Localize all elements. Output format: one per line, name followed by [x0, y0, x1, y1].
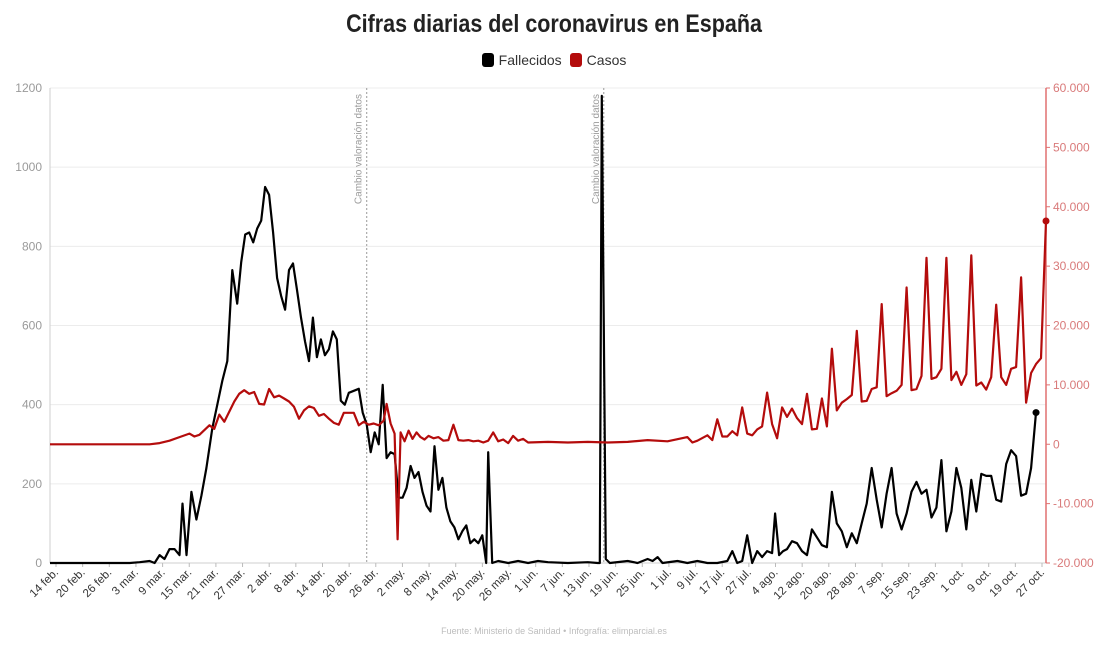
x-tick-label: 17 jul.	[697, 567, 727, 597]
x-tick-label: 1 jul.	[648, 567, 674, 593]
y-right-tick-label: 20.000	[1053, 319, 1090, 333]
y-right-tick-label: 50.000	[1053, 140, 1090, 154]
y-right-tick-label: 40.000	[1053, 200, 1090, 214]
legend-label-fallecidos: Fallecidos	[498, 52, 562, 68]
x-tick-label: 20 abr.	[321, 567, 354, 600]
x-tick-label: 20 feb.	[54, 567, 87, 600]
x-tick-label: 13 jun.	[561, 567, 594, 600]
x-tick-label: 19 jun.	[588, 567, 621, 600]
y-right-tick-label: 0	[1053, 437, 1060, 451]
series-endpoint-fallecidos	[1032, 409, 1040, 417]
series-line-casos	[50, 220, 1048, 541]
x-tick-label: 26 feb.	[81, 567, 114, 600]
y-left-tick-label: 800	[22, 239, 42, 253]
y-left-tick-label: 600	[22, 319, 42, 333]
y-left-tick-label: 400	[22, 398, 42, 412]
series-endpoint-casos	[1042, 217, 1050, 225]
y-left-tick-label: 1200	[15, 81, 42, 95]
x-tick-label: 3 mar.	[110, 567, 141, 598]
x-tick-label: 27 jul.	[724, 567, 754, 597]
chart-source: Fuente: Ministerio de Sanidad • Infograf…	[441, 626, 667, 636]
annotation-label: Cambio valoración datos	[354, 94, 365, 204]
x-tick-label: 1 jun.	[512, 567, 540, 595]
y-left-tick-label: 1000	[15, 160, 42, 174]
x-tick-label: 26 abr.	[348, 567, 381, 600]
y-right-tick-label: -10.000	[1053, 497, 1094, 511]
y-right-tick-label: 60.000	[1053, 81, 1090, 95]
y-right-tick-label: 10.000	[1053, 378, 1090, 392]
y-right-tick-label: 30.000	[1053, 259, 1090, 273]
chart-title: Cifras diarias del coronavirus en España	[346, 10, 762, 38]
annotation-label: Cambio valoración datos	[591, 94, 602, 204]
y-right-tick-label: -20.000	[1053, 556, 1094, 570]
legend-swatch-casos	[569, 53, 582, 67]
x-tick-label: 19 oct.	[988, 567, 1021, 600]
legend: Fallecidos Casos	[0, 52, 1108, 68]
legend-entry-fallecidos[interactable]: Fallecidos	[481, 52, 562, 68]
x-tick-label: 1 oct.	[939, 567, 967, 595]
y-left-tick-label: 200	[22, 477, 42, 491]
x-tick-label: 2 may.	[375, 567, 407, 599]
x-tick-label: 27 oct.	[1014, 567, 1047, 600]
x-tick-label: 14 feb.	[28, 567, 61, 600]
y-left-tick-label: 0	[35, 556, 42, 570]
legend-entry-casos[interactable]: Casos	[569, 52, 627, 68]
x-tick-label: 25 jun.	[614, 567, 647, 600]
x-tick-label: 2 abr.	[245, 567, 274, 596]
x-tick-label: 14 abr.	[294, 567, 327, 600]
series-line-fallecidos	[50, 94, 1038, 565]
legend-label-casos: Casos	[586, 52, 627, 68]
legend-swatch-fallecidos	[481, 53, 494, 67]
